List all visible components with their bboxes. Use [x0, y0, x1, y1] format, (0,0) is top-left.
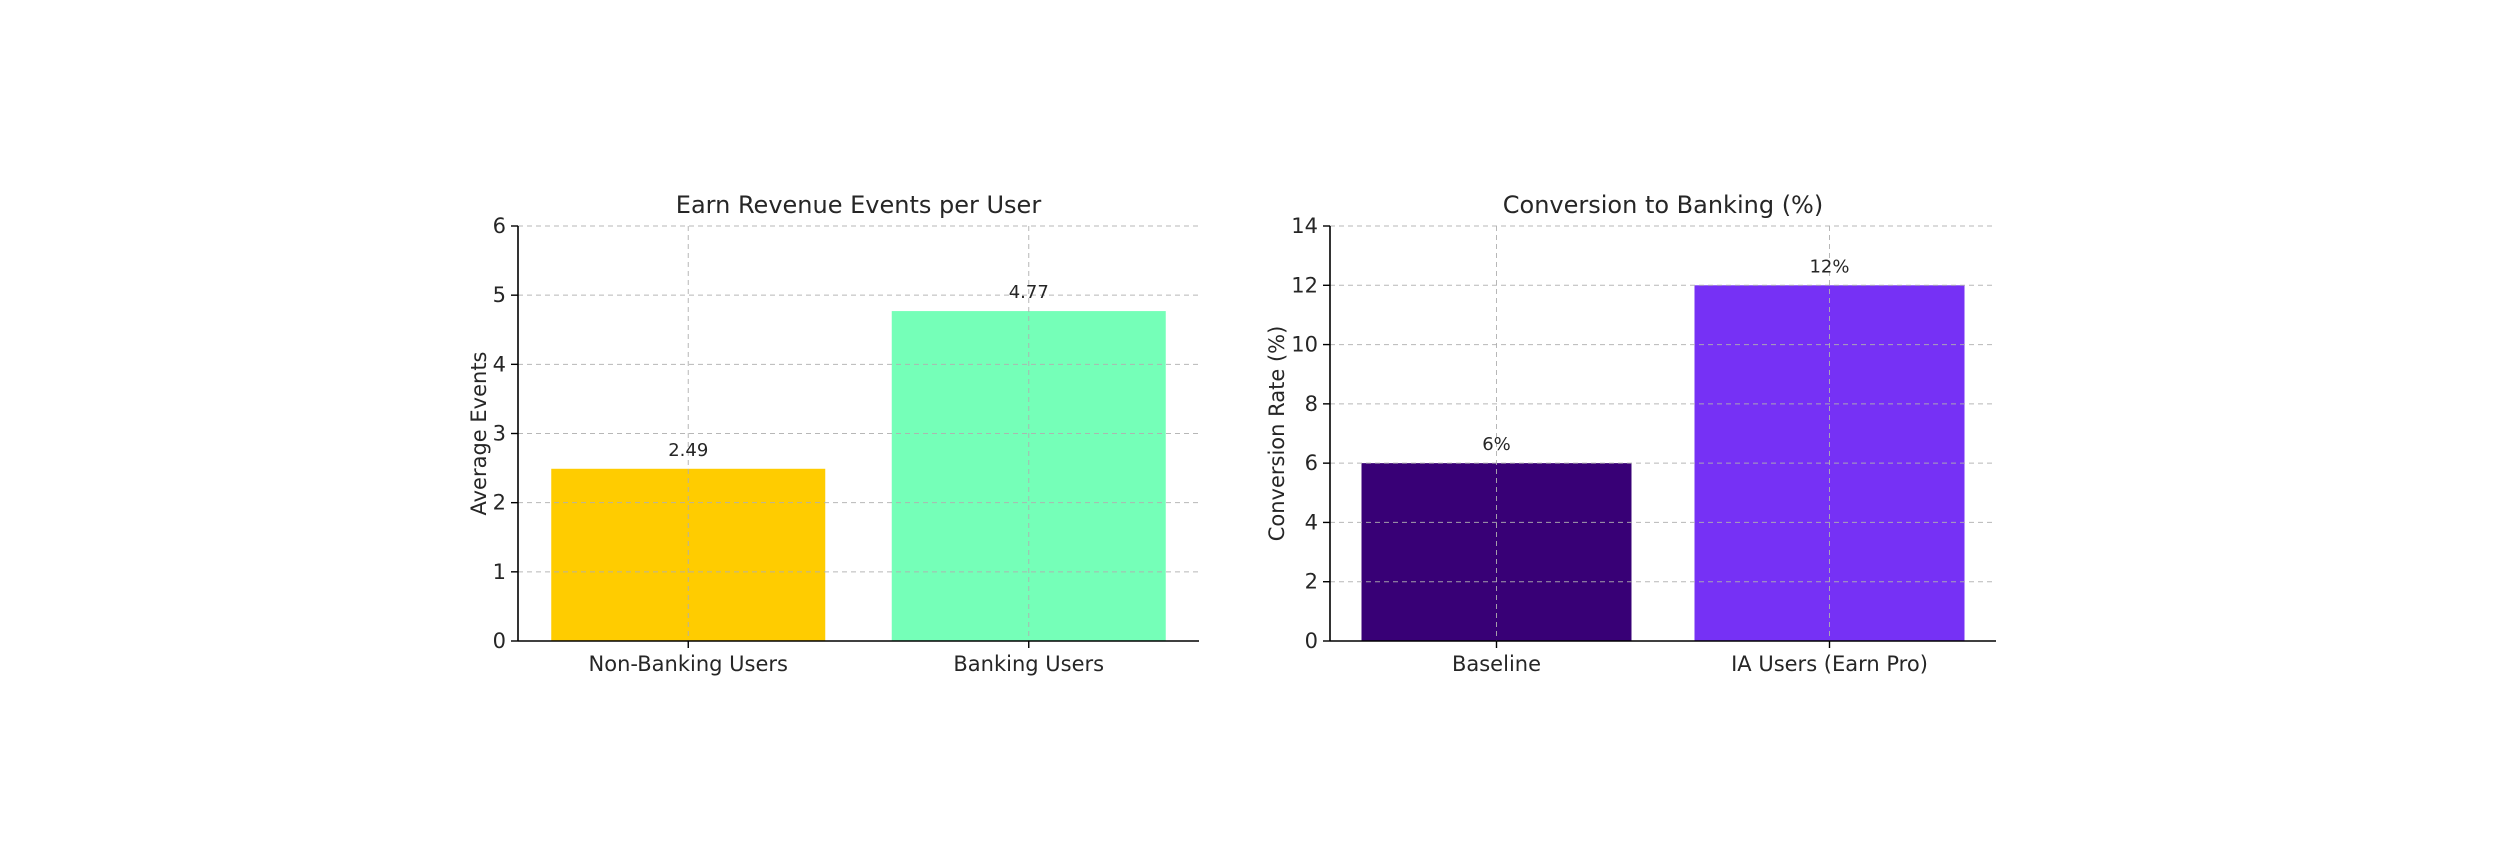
- chart-title: Conversion to Banking (%): [1503, 191, 1823, 219]
- y-tick-label: 5: [493, 283, 506, 307]
- y-tick-label: 14: [1291, 214, 1318, 238]
- y-axis-label: Average Events: [467, 351, 491, 515]
- chart-title: Earn Revenue Events per User: [676, 191, 1042, 219]
- data-label: 4.77: [1009, 282, 1049, 303]
- y-tick-label: 1: [493, 560, 506, 584]
- y-tick-label: 8: [1305, 392, 1318, 416]
- x-tick-label: Non-Banking Users: [589, 652, 788, 676]
- y-tick-label: 2: [493, 491, 506, 515]
- x-tick-label: IA Users (Earn Pro): [1731, 652, 1928, 676]
- y-tick-label: 10: [1291, 333, 1318, 357]
- data-label: 12%: [1809, 256, 1849, 277]
- y-tick-label: 3: [493, 422, 506, 446]
- x-tick-label: Banking Users: [953, 652, 1104, 676]
- y-tick-label: 6: [493, 214, 506, 238]
- y-axis-label: Conversion Rate (%): [1265, 326, 1289, 542]
- chart-earn-revenue-events: Earn Revenue Events per User Average Eve…: [467, 191, 1199, 676]
- x-tick-label: Baseline: [1452, 652, 1541, 676]
- y-tick-label: 12: [1291, 273, 1318, 297]
- y-tick-label: 4: [493, 352, 506, 376]
- data-label: 6%: [1482, 434, 1511, 455]
- y-tick-label: 2: [1305, 570, 1318, 594]
- y-tick-label: 6: [1305, 451, 1318, 475]
- bar-banking-users: [891, 311, 1166, 641]
- y-tick-label: 4: [1305, 510, 1318, 534]
- y-tick-label: 0: [1305, 629, 1318, 653]
- y-tick-label: 0: [493, 629, 506, 653]
- chart-conversion-to-banking: Conversion to Banking (%) Conversion Rat…: [1265, 191, 1996, 676]
- data-label: 2.49: [668, 440, 708, 461]
